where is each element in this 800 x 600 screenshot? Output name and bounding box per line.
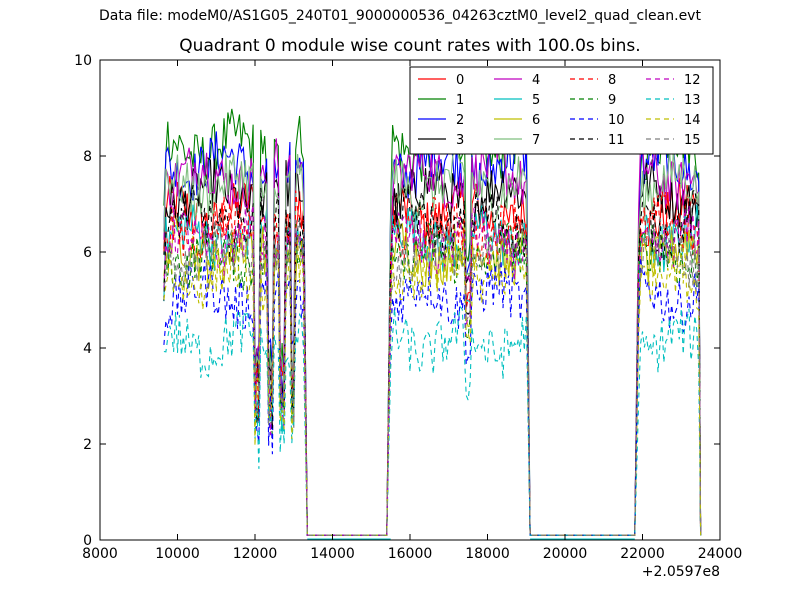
y-tick-label: 10	[74, 53, 92, 69]
legend-label-0: 0	[456, 73, 464, 88]
legend-label-12: 12	[684, 73, 701, 88]
legend-label-8: 8	[608, 73, 616, 88]
series-line-6	[163, 215, 702, 536]
axis-ticks-group: 8000 10000 12000 14000 16000 18000 20000 22000 2…	[74, 53, 742, 562]
series-line-3	[163, 156, 702, 536]
x-tick-label: 8000	[82, 546, 118, 562]
series-line-12	[163, 205, 702, 536]
x-tick-label: 18000	[465, 546, 510, 562]
series-line-13	[163, 305, 702, 536]
legend-label-15: 15	[684, 133, 701, 148]
series-line-7	[163, 144, 702, 536]
x-offset-label: +2.0597e8	[642, 564, 720, 580]
series-line-10	[163, 257, 702, 536]
series-lines-group	[163, 108, 702, 540]
figure-suptitle: Data file: modeM0/AS1G05_240T01_90000005…	[99, 8, 701, 24]
legend-label-3: 3	[456, 133, 464, 148]
legend-label-9: 9	[608, 93, 616, 108]
x-tick-label: 16000	[388, 546, 433, 562]
x-tick-label: 10000	[155, 546, 200, 562]
y-tick-label: 2	[83, 437, 92, 453]
series-line-11	[163, 185, 702, 536]
legend-label-14: 14	[684, 113, 701, 128]
legend-frame	[409, 66, 714, 155]
series-line-8	[163, 190, 702, 536]
series-line-15	[163, 214, 702, 536]
series-line-9	[163, 221, 702, 536]
legend-label-4: 4	[532, 73, 540, 88]
x-tick-label: 14000	[310, 546, 355, 562]
legend-label-7: 7	[532, 133, 540, 148]
y-tick-label: 4	[83, 341, 92, 357]
y-tick-label: 8	[83, 149, 92, 165]
y-tick-label: 0	[83, 533, 92, 549]
legend-label-13: 13	[684, 93, 701, 108]
legend-label-2: 2	[456, 113, 464, 128]
legend-label-5: 5	[532, 93, 540, 108]
legend-label-11: 11	[608, 133, 625, 148]
legend-label-1: 1	[456, 93, 464, 108]
legend-label-10: 10	[608, 113, 625, 128]
y-tick-label: 6	[83, 245, 92, 261]
chart-title: Quadrant 0 module wise count rates with …	[179, 36, 641, 56]
x-tick-label: 12000	[233, 546, 278, 562]
x-tick-label: 20000	[543, 546, 588, 562]
x-tick-label: 24000	[698, 546, 743, 562]
legend-label-6: 6	[532, 113, 540, 128]
x-tick-label: 22000	[620, 546, 665, 562]
